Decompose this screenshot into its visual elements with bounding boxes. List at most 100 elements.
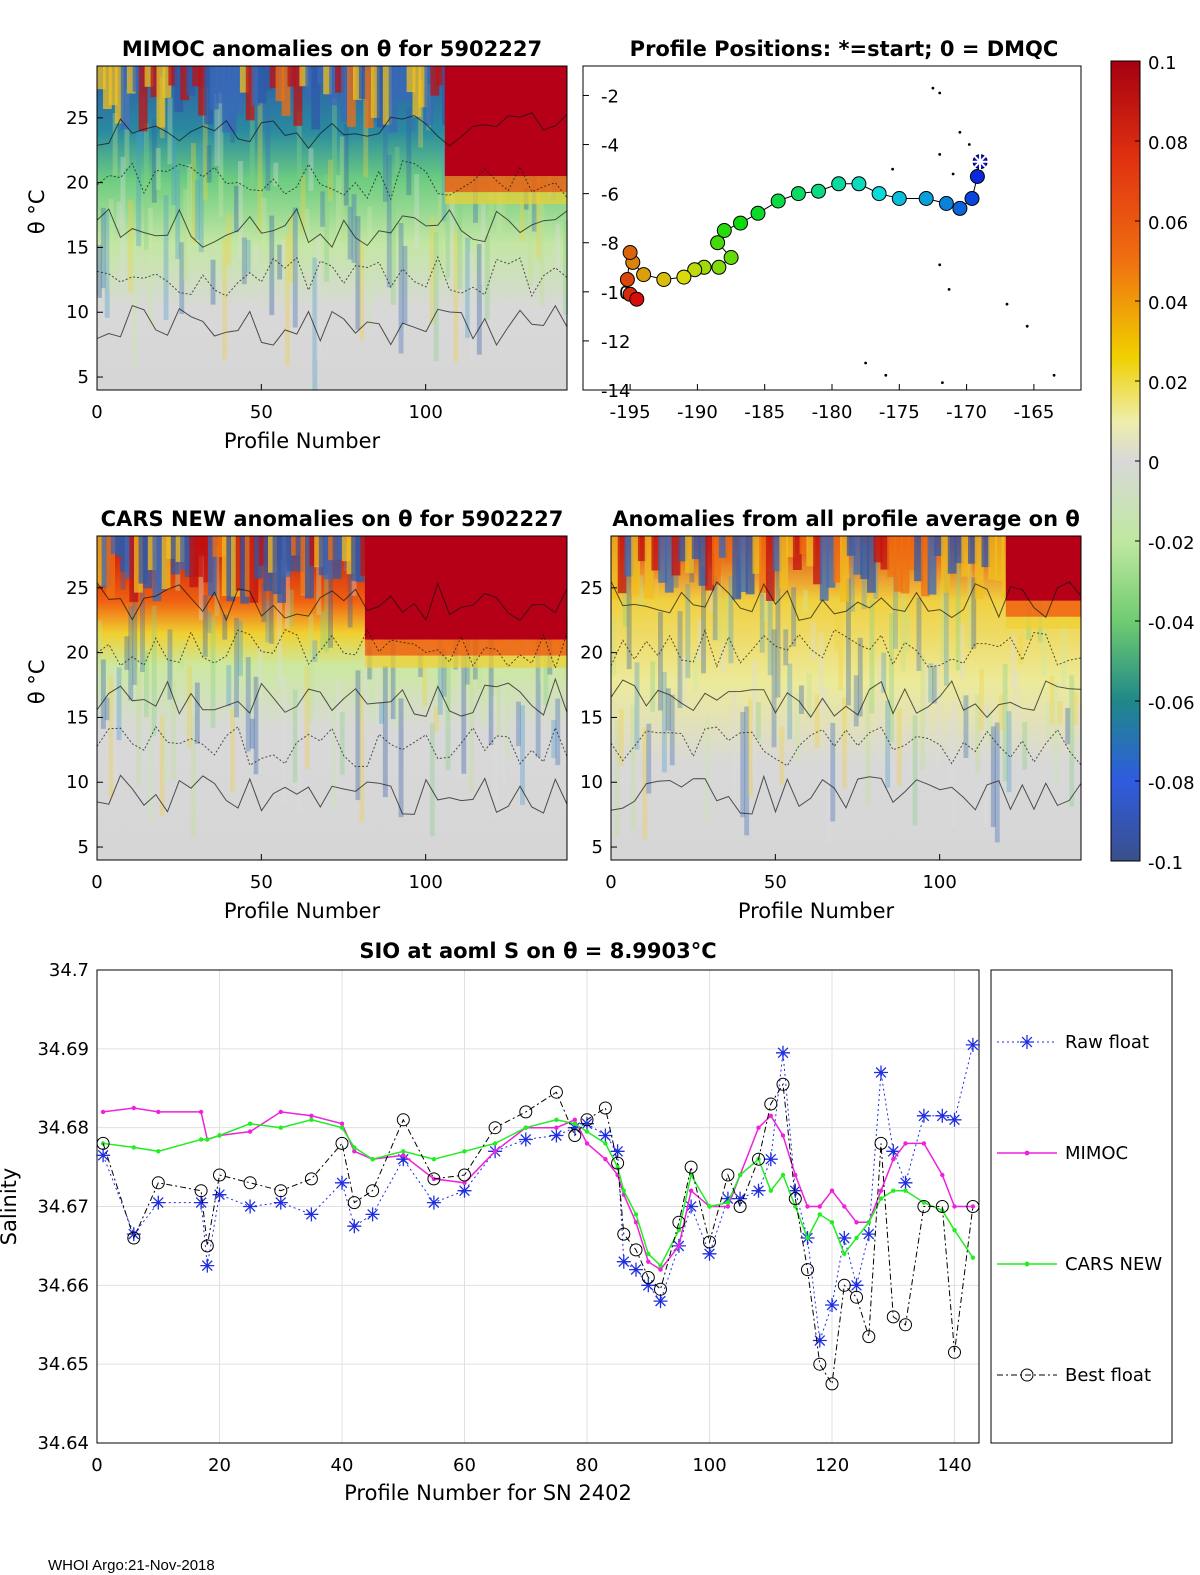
heatmap-surface-cell: [235, 536, 245, 591]
series-point: [131, 1145, 136, 1150]
heatmap-streak: [740, 711, 746, 818]
heatmap-streak: [818, 632, 824, 715]
heatmap-streak: [159, 715, 165, 817]
best-float-point: [568, 1129, 582, 1142]
heatmap-streak: [1053, 681, 1059, 788]
heatmap-surface-cell: [101, 536, 111, 588]
series-point: [615, 1164, 620, 1170]
heatmap-surface-cell: [611, 536, 620, 600]
heatmap-streak: [241, 237, 247, 285]
x-tick-label: 100: [922, 872, 956, 893]
heatmap-surface-cell: [138, 536, 148, 584]
series-point: [921, 1141, 927, 1146]
series-point: [198, 1137, 204, 1142]
heatmap-streak: [441, 649, 447, 697]
best-float-point: [347, 1196, 361, 1210]
heatmap-streak: [755, 701, 761, 740]
heatmap-streak: [763, 592, 769, 622]
heatmap-streak: [681, 657, 687, 707]
series-point: [462, 1180, 467, 1186]
heatmap-surface-cell: [846, 536, 856, 556]
heatmap-contour: [610, 581, 1082, 621]
best-float-point: [366, 1184, 380, 1198]
heatmap-surface-cell: [97, 66, 106, 90]
heatmap-surface-cell: [941, 536, 950, 593]
heatmap-surface-cell: [335, 66, 344, 93]
series-point: [891, 1157, 896, 1162]
heatmap-surface-cell: [156, 66, 166, 128]
heatmap-streak: [222, 614, 228, 640]
heatmap-streak: [382, 105, 388, 202]
heatmap-streak: [787, 663, 793, 740]
y-tick-label: 34.65: [37, 1354, 89, 1375]
heatmap-surface-cell: [806, 536, 816, 567]
series-point: [309, 1113, 314, 1119]
heatmap-surface-cell: [779, 536, 789, 589]
best-float-point: [801, 1263, 814, 1277]
best-float-point: [776, 1077, 790, 1091]
heatmap-streak: [959, 622, 965, 679]
heatmap-streak: [308, 614, 314, 722]
heatmap-streak: [783, 629, 789, 666]
heatmap-streak: [167, 98, 173, 165]
heatmap-surface-cell: [718, 536, 728, 558]
island-marker: [938, 153, 942, 156]
best-float-point: [733, 1200, 747, 1213]
heatmap-streak: [238, 620, 243, 676]
heatmap-streak: [469, 664, 474, 793]
heatmap-surface-cell: [351, 536, 360, 581]
heatmap-streak: [857, 637, 863, 717]
heatmap-streak: [476, 244, 482, 355]
heatmap-streak: [900, 582, 906, 672]
heatmap-streak: [626, 537, 632, 670]
x-tick-label: -180: [812, 402, 853, 423]
heatmap-streak: [226, 665, 232, 707]
best-float-point: [396, 1113, 410, 1127]
series-point: [676, 1243, 682, 1249]
series-point: [401, 1149, 406, 1154]
series-point: [492, 1141, 498, 1146]
best-float-point: [611, 1156, 625, 1170]
heatmap-streak: [869, 599, 875, 714]
series-point: [903, 1141, 908, 1146]
y-tick-label: 25: [66, 108, 89, 129]
series-point: [278, 1109, 283, 1115]
x-tick-label: 0: [91, 402, 102, 423]
heatmap-surface-cell: [355, 536, 365, 583]
heatmap-streak: [320, 191, 326, 227]
x-axis-label: Profile Number: [224, 429, 381, 453]
legend-label: Raw float: [1065, 1032, 1149, 1053]
heatmap-streak: [253, 245, 259, 268]
heatmap-surface-cell: [134, 536, 143, 593]
heatmap-streak: [724, 594, 730, 646]
best-float-point: [629, 1243, 643, 1257]
heatmap-streak: [296, 111, 302, 178]
heatmap-streak: [273, 565, 279, 645]
best-float-point: [948, 1345, 961, 1359]
heatmap-streak: [218, 92, 224, 218]
raw-float-point: [825, 1298, 839, 1312]
heatmap-streak: [351, 575, 357, 596]
heatmap-surface-cell: [138, 66, 148, 132]
heatmap-streak: [163, 195, 169, 320]
best-float-point: [335, 1136, 349, 1150]
heatmap-surface-cell: [144, 66, 154, 87]
heatmap-streak: [214, 546, 220, 617]
profile-position-marker: [619, 272, 635, 287]
series-point: [339, 1125, 345, 1130]
series-point: [829, 1220, 835, 1225]
best-float-point: [427, 1172, 441, 1186]
heatmap-streak: [650, 661, 656, 712]
heatmap-streak: [846, 578, 851, 706]
heatmap-streak: [304, 665, 310, 769]
best-float-point: [886, 1310, 900, 1324]
heatmap-streak: [728, 576, 734, 664]
best-float-point: [519, 1105, 533, 1119]
heatmap-surface-cell: [110, 536, 120, 554]
best-float-point: [721, 1168, 735, 1182]
heatmap-surface-cell: [934, 536, 944, 556]
heatmap-streak: [967, 564, 973, 650]
profile-position-marker: [918, 191, 934, 206]
heatmap-streak: [677, 611, 683, 708]
heatmap-surface-cell: [981, 536, 991, 568]
